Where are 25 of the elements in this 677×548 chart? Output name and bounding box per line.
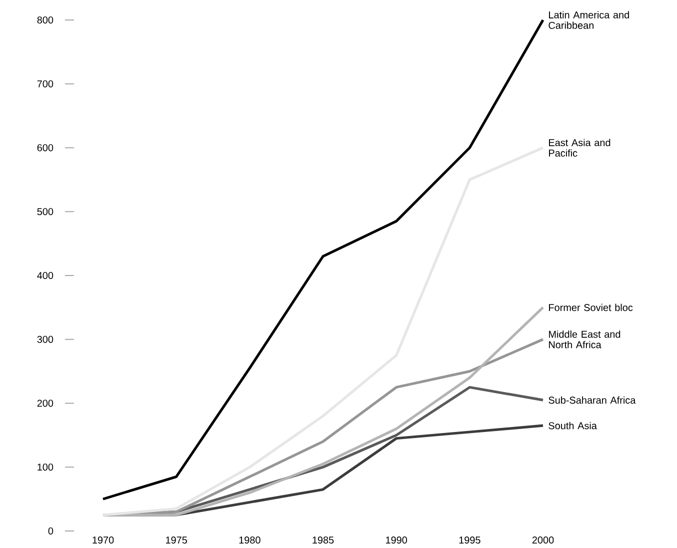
line-series xyxy=(102,18,544,500)
series-label: Middle East and North Africa xyxy=(549,330,620,348)
series-label: Sub-Saharan Africa xyxy=(548,396,636,404)
y-tick-label: 300 xyxy=(37,336,54,343)
y-tick-label: 0 xyxy=(48,527,54,535)
series-label: Former Soviet bloc xyxy=(549,304,633,312)
y-tick-label: 800 xyxy=(37,16,54,24)
line-series xyxy=(102,146,544,516)
x-tick-label: 1995 xyxy=(459,536,480,544)
line-series xyxy=(102,306,544,516)
x-tick-label: 1985 xyxy=(312,536,334,544)
x-tick-label: 2000 xyxy=(532,536,554,544)
y-tick-label: 700 xyxy=(37,80,54,88)
x-tick-label: 1990 xyxy=(386,536,408,544)
series-label: East Asia and Pacific xyxy=(549,138,610,157)
y-tick-label: 600 xyxy=(37,144,54,152)
y-tick-label: 100 xyxy=(38,464,54,471)
series-label: South Asia xyxy=(548,422,597,430)
y-tick-label: 200 xyxy=(37,400,54,407)
y-tick-label: 400 xyxy=(37,272,54,280)
x-tick-label: 1975 xyxy=(166,536,187,544)
series-label: Latin America and Caribbean xyxy=(548,11,629,29)
x-tick-label: 1970 xyxy=(92,536,114,544)
x-tick-label: 1980 xyxy=(239,536,260,544)
y-tick-label: 500 xyxy=(37,208,54,216)
